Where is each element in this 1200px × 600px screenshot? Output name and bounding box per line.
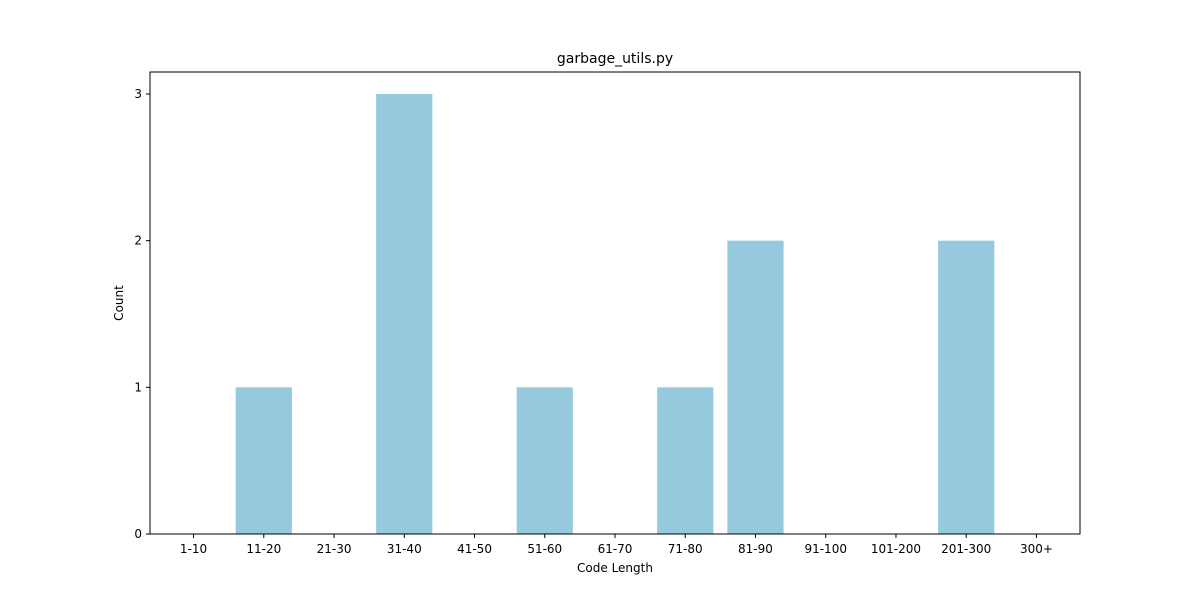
x-tick-label: 31-40: [387, 542, 422, 556]
y-tick-label: 0: [134, 527, 142, 541]
x-tick-label: 101-200: [871, 542, 921, 556]
y-axis-label: Count: [112, 285, 126, 321]
x-axis: 1-10 11-20 21-30 31-40 41-50 51-60 61-70 71-80 8…: [180, 534, 1053, 556]
y-tick-label: 3: [134, 87, 142, 101]
x-tick-label: 51-60: [527, 542, 562, 556]
y-axis: 0 1 2 3: [134, 87, 150, 541]
x-axis-label: Code Length: [577, 561, 653, 575]
x-tick-label: 61-70: [598, 542, 633, 556]
chart-title: garbage_utils.py: [557, 51, 673, 67]
bar-71-80: [657, 387, 714, 534]
x-tick-label: 201-300: [941, 542, 991, 556]
x-tick-label: 1-10: [180, 542, 207, 556]
bar-11-20: [235, 387, 292, 534]
x-tick-label: 11-20: [246, 542, 281, 556]
y-tick-label: 2: [134, 234, 142, 248]
x-tick-label: 21-30: [317, 542, 352, 556]
x-tick-label: 91-100: [804, 542, 847, 556]
x-tick-label: 300+: [1020, 542, 1053, 556]
bar-31-40: [376, 94, 433, 534]
bar-201-300: [938, 240, 995, 534]
x-tick-label: 71-80: [668, 542, 703, 556]
bars-group: [235, 94, 995, 534]
bar-81-90: [727, 240, 784, 534]
x-tick-label: 81-90: [738, 542, 773, 556]
x-tick-label: 41-50: [457, 542, 492, 556]
bar-51-60: [516, 387, 573, 534]
y-tick-label: 1: [134, 380, 142, 394]
